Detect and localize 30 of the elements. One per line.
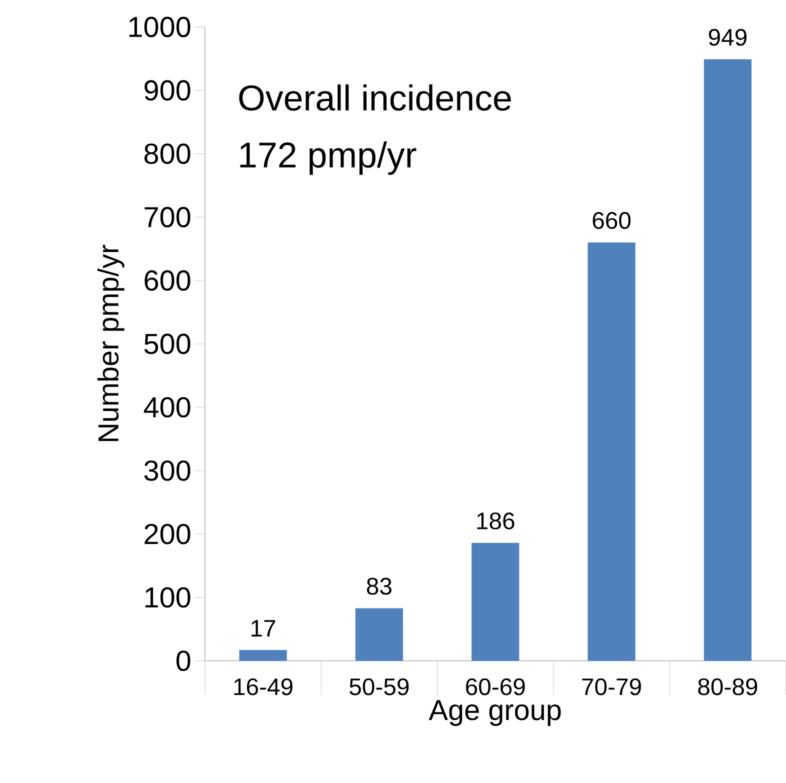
x-tick-label: 80-89 [698,678,758,696]
data-label: 949 [708,28,747,46]
y-tick-label: 700 [144,207,190,228]
bar [472,543,520,661]
annotation: Overall incidence [239,84,511,111]
annotation: 172 pmp/yr [240,142,416,175]
x-tick-label: 60-69 [466,678,525,696]
y-tick-label: 400 [144,397,190,418]
x-tick-label: 50-59 [350,678,409,696]
bar [239,650,287,661]
bar [704,59,752,661]
x-tick-label: 70-79 [582,678,641,696]
x-axis-title: Age group [428,700,561,726]
y-tick-label: 500 [144,334,190,354]
bar [588,242,636,661]
y-tick-label: 800 [144,144,190,164]
y-tick-label: 1000 [129,16,190,38]
y-tick-label: 0 [176,650,190,672]
data-label: 660 [592,212,631,230]
data-label: 17 [252,620,276,637]
y-axis-title: Number pmp/yr [97,245,124,442]
data-label: 186 [477,512,514,530]
bar [355,608,404,661]
y-tick-label: 200 [144,524,190,544]
y-tick-label: 600 [144,270,190,291]
x-tick-label: 16-49 [234,678,292,696]
data-label: 83 [366,578,392,595]
y-tick-label: 900 [144,80,190,101]
y-tick-label: 100 [145,587,190,608]
y-tick-label: 300 [144,460,190,481]
